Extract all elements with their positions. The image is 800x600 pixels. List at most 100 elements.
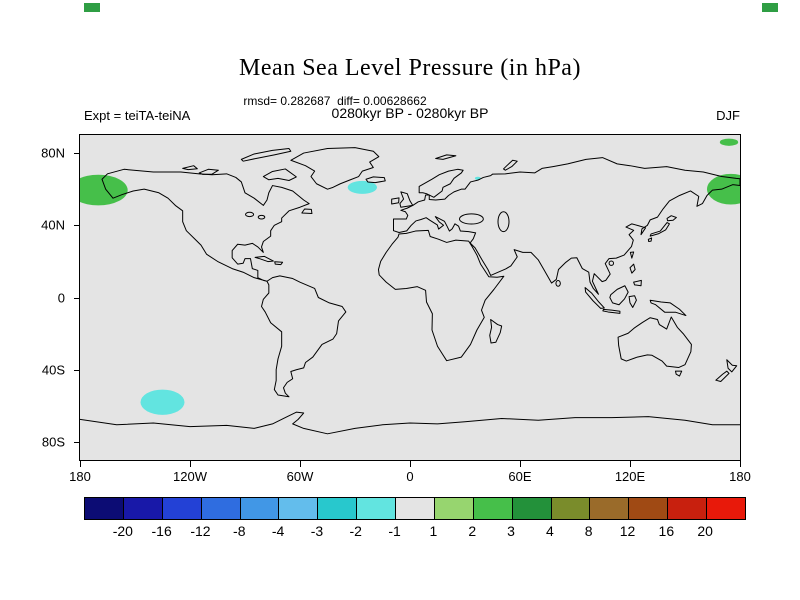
- colorbar-tick-label: -8: [233, 523, 246, 539]
- colorbar-cell-7: [356, 498, 395, 519]
- coast-britain: [400, 192, 413, 207]
- colorbar-cell-12: [550, 498, 590, 519]
- coast-hokkaido: [667, 216, 676, 221]
- stats-line: rmsd= 0.282687 diff= 0.00628662: [243, 94, 427, 108]
- colorbar-cell-8: [395, 498, 434, 519]
- coast-caspian-sea: [498, 212, 509, 232]
- colorbar-tick-label: 12: [619, 523, 636, 539]
- x-axis-label-60E-4: 60E: [508, 469, 532, 484]
- coast-scandinavia: [419, 169, 463, 197]
- y-axis-tick: [74, 297, 80, 299]
- experiment-label: Expt = teiTA-teiNA: [84, 108, 191, 123]
- corner-mark-left: [84, 3, 100, 12]
- colorbar-tick-label: 3: [507, 523, 515, 539]
- coast-south-america: [262, 276, 346, 397]
- coast-new-guinea: [650, 300, 686, 315]
- x-axis-tick: [80, 461, 81, 467]
- corner-mark-right: [762, 3, 778, 12]
- colorbar-tick-label: -1: [388, 523, 401, 539]
- season-label: DJF: [716, 108, 740, 123]
- colorbar-tick-label: 4: [545, 523, 554, 539]
- coast-new-zealand-north: [727, 360, 737, 372]
- colorbar-cell-15: [667, 498, 706, 519]
- colorbar-cell-4: [239, 498, 279, 519]
- colorbar-tick-label: -3: [310, 523, 324, 539]
- y-axis-tick: [74, 369, 80, 371]
- x-axis-label-120W-1: 120W: [173, 469, 207, 484]
- coast-greenland: [291, 148, 379, 190]
- colorbar-labels: -20 -16 -12 -8 -4 -3 -2 -1 1 2 3 4 8 12 16 20: [84, 523, 746, 541]
- x-axis-tick: [630, 461, 631, 467]
- coast-madagascar: [490, 320, 502, 343]
- coast-svalbard: [436, 155, 456, 160]
- colorbar-cell-1: [122, 498, 162, 519]
- colorbar-tick-label: 1: [429, 523, 438, 539]
- coast-taiwan: [630, 252, 633, 258]
- colorbar-tick-label: -4: [271, 523, 285, 539]
- colorbar-tick-label: 20: [697, 523, 713, 539]
- colorbar-cell-9: [433, 498, 473, 519]
- colorbar-cell-0: [85, 498, 123, 519]
- coast-banks-island: [183, 166, 198, 170]
- coast-great-lake-west: [246, 212, 254, 216]
- colorbar: [84, 497, 746, 520]
- anomaly-northwest-pacific-positive: [707, 173, 740, 205]
- coast-tasmania: [675, 371, 681, 376]
- colorbar-cell-10: [472, 498, 512, 519]
- colorbar-tick-label: 2: [468, 523, 477, 539]
- colorbar-cell-16: [706, 498, 745, 519]
- colorbar-cell-14: [628, 498, 668, 519]
- coast-black-sea: [460, 214, 484, 224]
- coast-java: [603, 309, 620, 313]
- anomaly-patches: [80, 138, 740, 415]
- x-axis-tick: [410, 461, 411, 467]
- coast-australia: [618, 317, 691, 368]
- world-map: [80, 138, 740, 460]
- period-label: 0280kyr BP - 0280kyr BP: [331, 105, 489, 121]
- colorbar-cell-3: [200, 498, 240, 519]
- colorbar-tick-label: -16: [151, 523, 172, 539]
- coast-honshu: [650, 223, 669, 237]
- colorbar-tick-label: 8: [584, 523, 593, 539]
- y-axis-label-40S: 40S: [41, 362, 65, 378]
- anomaly-arctic-dateline-positive: [719, 138, 739, 146]
- colorbar-cell-6: [317, 498, 357, 519]
- map-frame: [79, 134, 741, 461]
- coast-africa: [378, 230, 503, 360]
- y-axis-tick: [74, 225, 80, 227]
- coast-iceland: [366, 177, 385, 183]
- coast-great-lake-east: [258, 215, 265, 219]
- x-axis-label-180-0: 180: [69, 469, 91, 484]
- y-axis-tick: [74, 153, 80, 155]
- y-axis-label-0: 0: [57, 290, 65, 305]
- anomaly-north-atlantic-negative: [347, 180, 377, 194]
- anomaly-south-pacific-negative: [140, 389, 185, 415]
- x-axis-label-60W-2: 60W: [286, 469, 314, 484]
- coast-kyushu: [648, 238, 651, 242]
- coast-ellesmere: [241, 149, 290, 162]
- colorbar-cell-11: [511, 498, 551, 519]
- x-axis-tick: [520, 461, 521, 467]
- colorbar-tick-label: -2: [349, 523, 362, 539]
- coast-victoria-island: [199, 169, 218, 174]
- colorbar-tick-label: -20: [112, 523, 133, 539]
- coast-antarctica: [80, 412, 740, 434]
- coast-sulawesi: [629, 296, 636, 308]
- coast-novaya-zemlya: [504, 160, 518, 170]
- x-axis-label-0-3: 0: [406, 469, 414, 484]
- y-axis-label-80N: 80N: [41, 145, 65, 161]
- colorbar-cell-5: [278, 498, 318, 519]
- colorbar-cell-13: [589, 498, 629, 519]
- coast-baffin-island: [263, 169, 296, 181]
- colorbar-cell-2: [161, 498, 201, 519]
- colorbar-tick-label: 16: [658, 523, 675, 539]
- coast-north-america: [102, 169, 309, 281]
- colorbar-tick-label: -12: [190, 523, 211, 539]
- x-axis-tick: [740, 461, 741, 467]
- coast-sri-lanka: [556, 281, 560, 287]
- coast-cuba: [255, 256, 273, 261]
- coast-hainan: [609, 261, 613, 265]
- coast-sumatra: [585, 288, 604, 309]
- plot-title: Mean Sea Level Pressure (in hPa): [239, 55, 581, 81]
